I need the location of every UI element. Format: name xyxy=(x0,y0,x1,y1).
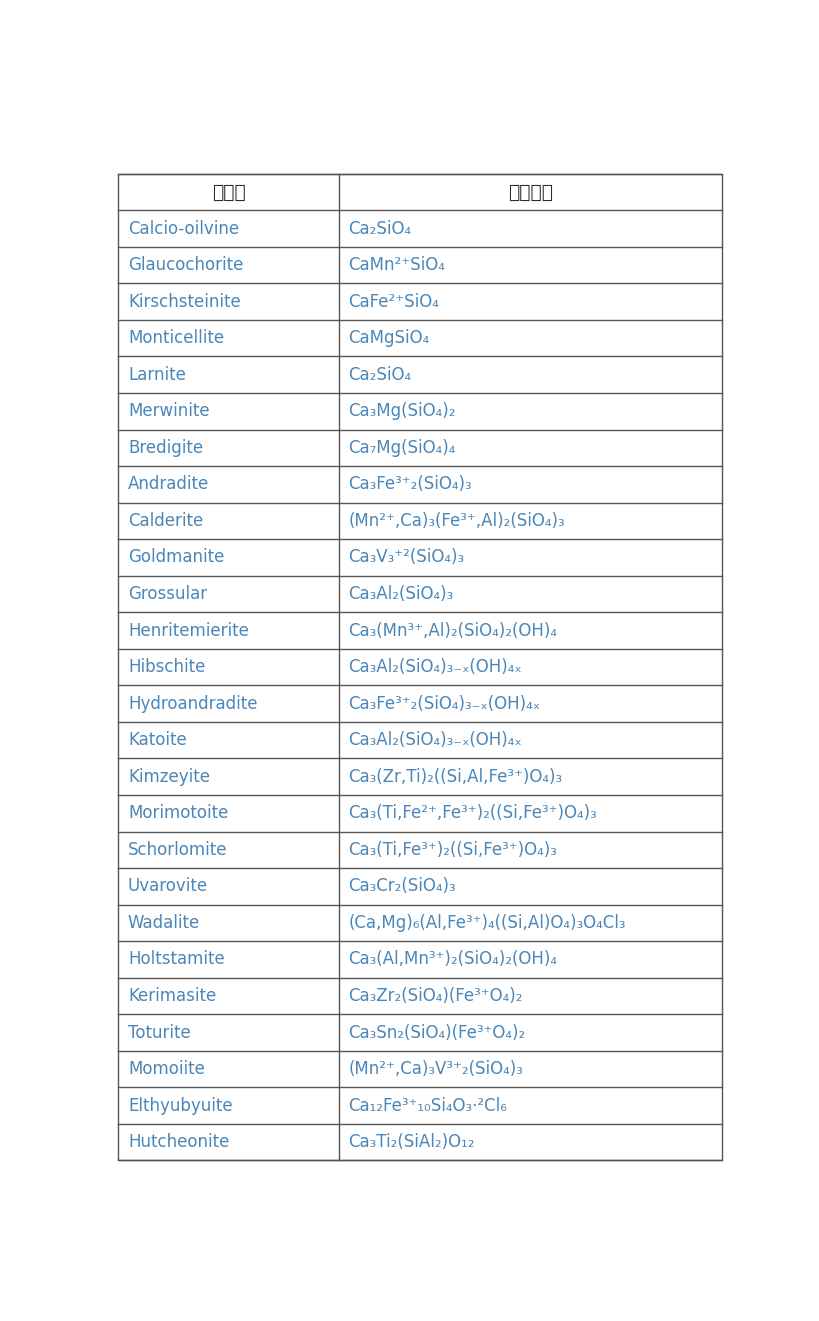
Text: Morimotoite: Morimotoite xyxy=(128,804,228,822)
Text: Ca₃Zr₂(SiO₄)(Fe³⁺O₄)₂: Ca₃Zr₂(SiO₄)(Fe³⁺O₄)₂ xyxy=(348,987,523,1005)
Text: (Mn²⁺,Ca)₃V³⁺₂(SiO₄)₃: (Mn²⁺,Ca)₃V³⁺₂(SiO₄)₃ xyxy=(348,1059,523,1078)
Text: Uvarovite: Uvarovite xyxy=(128,877,208,896)
Text: Bredigite: Bredigite xyxy=(128,439,203,457)
Text: Toturite: Toturite xyxy=(128,1024,191,1041)
Text: Elthyubyuite: Elthyubyuite xyxy=(128,1096,233,1115)
Text: Monticellite: Monticellite xyxy=(128,329,224,347)
Text: CaMgSiO₄: CaMgSiO₄ xyxy=(348,329,429,347)
Text: Ca₃Fe³⁺₂(SiO₄)₃₋ₓ(OH)₄ₓ: Ca₃Fe³⁺₂(SiO₄)₃₋ₓ(OH)₄ₓ xyxy=(348,695,540,712)
Text: Merwinite: Merwinite xyxy=(128,403,210,420)
Text: Ca₃Al₂(SiO₄)₃₋ₓ(OH)₄ₓ: Ca₃Al₂(SiO₄)₃₋ₓ(OH)₄ₓ xyxy=(348,658,522,676)
Text: Ca₂SiO₄: Ca₂SiO₄ xyxy=(348,219,411,238)
Text: Ca₃V₃⁺²(SiO₄)₃: Ca₃V₃⁺²(SiO₄)₃ xyxy=(348,548,464,567)
Text: Momoiite: Momoiite xyxy=(128,1059,205,1078)
Text: Ca₃Fe³⁺₂(SiO₄)₃: Ca₃Fe³⁺₂(SiO₄)₃ xyxy=(348,476,471,493)
Text: Wadalite: Wadalite xyxy=(128,914,200,931)
Text: Ca₃Al₂(SiO₄)₃₋ₓ(OH)₄ₓ: Ca₃Al₂(SiO₄)₃₋ₓ(OH)₄ₓ xyxy=(348,732,522,749)
Text: Ca₃(Mn³⁺,Al)₂(SiO₄)₂(OH)₄: Ca₃(Mn³⁺,Al)₂(SiO₄)₂(OH)₄ xyxy=(348,622,557,639)
Text: 광물명: 광물명 xyxy=(211,182,245,202)
Text: Calderite: Calderite xyxy=(128,513,203,530)
Text: Ca₃(Al,Mn³⁺)₂(SiO₄)₂(OH)₄: Ca₃(Al,Mn³⁺)₂(SiO₄)₂(OH)₄ xyxy=(348,950,557,968)
Text: Ca₁₂Fe³⁺₁₀Si₄O₃·²Cl₆: Ca₁₂Fe³⁺₁₀Si₄O₃·²Cl₆ xyxy=(348,1096,506,1115)
Text: Glaucochorite: Glaucochorite xyxy=(128,256,243,275)
Text: Calcio-oilvine: Calcio-oilvine xyxy=(128,219,239,238)
Text: Andradite: Andradite xyxy=(128,476,209,493)
Text: Ca₃Mg(SiO₄)₂: Ca₃Mg(SiO₄)₂ xyxy=(348,403,455,420)
Text: Holtstamite: Holtstamite xyxy=(128,950,224,968)
Text: Ca₃Sn₂(SiO₄)(Fe³⁺O₄)₂: Ca₃Sn₂(SiO₄)(Fe³⁺O₄)₂ xyxy=(348,1024,525,1041)
Text: Kerimasite: Kerimasite xyxy=(128,987,216,1005)
Text: Hibschite: Hibschite xyxy=(128,658,205,676)
Text: Ca₃Al₂(SiO₄)₃: Ca₃Al₂(SiO₄)₃ xyxy=(348,585,453,602)
Text: Kimzeyite: Kimzeyite xyxy=(128,768,210,786)
Text: Ca₃(Ti,Fe³⁺)₂((Si,Fe³⁺)O₄)₃: Ca₃(Ti,Fe³⁺)₂((Si,Fe³⁺)O₄)₃ xyxy=(348,841,556,859)
Text: CaFe²⁺SiO₄: CaFe²⁺SiO₄ xyxy=(348,293,439,310)
Text: Katoite: Katoite xyxy=(128,732,187,749)
Text: Ca₃(Ti,Fe²⁺,Fe³⁺)₂((Si,Fe³⁺)O₄)₃: Ca₃(Ti,Fe²⁺,Fe³⁺)₂((Si,Fe³⁺)O₄)₃ xyxy=(348,804,596,822)
Text: Hydroandradite: Hydroandradite xyxy=(128,695,257,712)
Text: Ca₃Cr₂(SiO₄)₃: Ca₃Cr₂(SiO₄)₃ xyxy=(348,877,455,896)
Text: Ca₃Ti₂(SiAl₂)O₁₂: Ca₃Ti₂(SiAl₂)O₁₂ xyxy=(348,1133,474,1151)
Text: 화학구조: 화학구조 xyxy=(507,182,552,202)
Text: CaMn²⁺SiO₄: CaMn²⁺SiO₄ xyxy=(348,256,445,275)
Text: Ca₂SiO₄: Ca₂SiO₄ xyxy=(348,366,411,384)
Text: Schorlomite: Schorlomite xyxy=(128,841,227,859)
Text: Ca₇Mg(SiO₄)₄: Ca₇Mg(SiO₄)₄ xyxy=(348,439,455,457)
Text: Henritemierite: Henritemierite xyxy=(128,622,248,639)
Text: Kirschsteinite: Kirschsteinite xyxy=(128,293,241,310)
Text: Hutcheonite: Hutcheonite xyxy=(128,1133,229,1151)
Text: (Ca,Mg)₆(Al,Fe³⁺)₄((Si,Al)O₄)₃O₄Cl₃: (Ca,Mg)₆(Al,Fe³⁺)₄((Si,Al)O₄)₃O₄Cl₃ xyxy=(348,914,625,931)
Text: (Mn²⁺,Ca)₃(Fe³⁺,Al)₂(SiO₄)₃: (Mn²⁺,Ca)₃(Fe³⁺,Al)₂(SiO₄)₃ xyxy=(348,513,564,530)
Text: Ca₃(Zr,Ti)₂((Si,Al,Fe³⁺)O₄)₃: Ca₃(Zr,Ti)₂((Si,Al,Fe³⁺)O₄)₃ xyxy=(348,768,562,786)
Text: Larnite: Larnite xyxy=(128,366,186,384)
Text: Goldmanite: Goldmanite xyxy=(128,548,224,567)
Text: Grossular: Grossular xyxy=(128,585,206,602)
